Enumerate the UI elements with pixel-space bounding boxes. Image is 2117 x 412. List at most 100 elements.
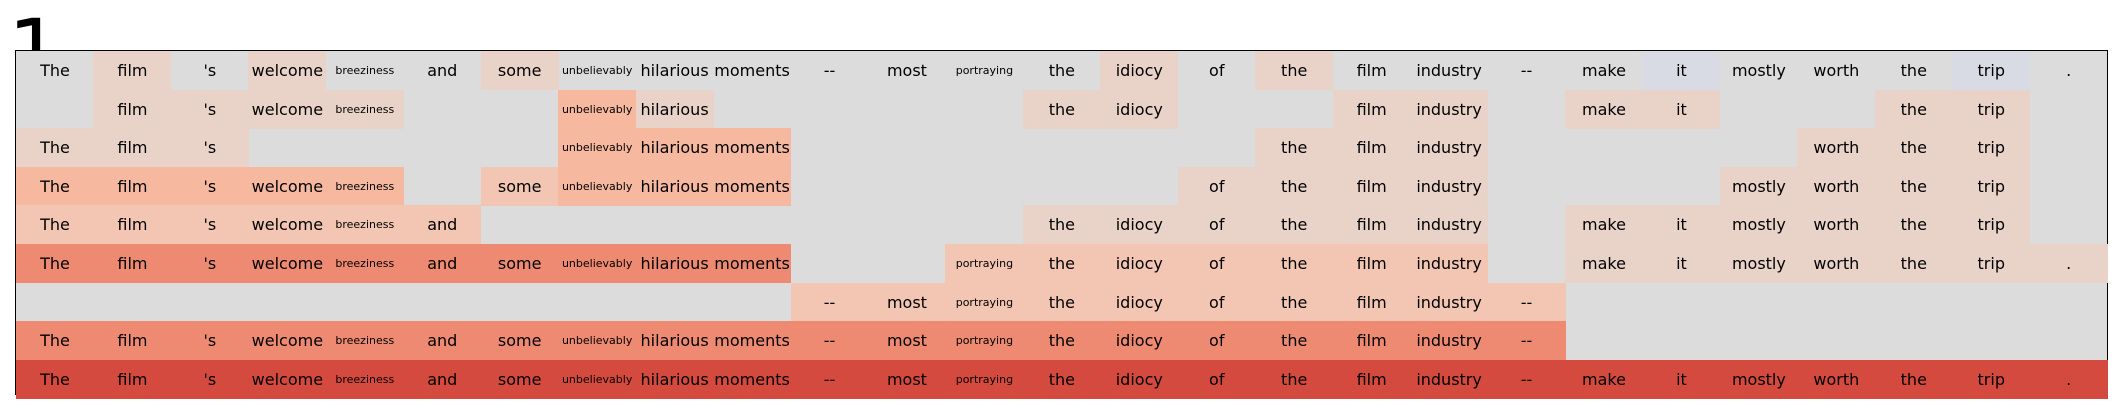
token-cell: breeziness [325,321,404,361]
token-text: hilarious [640,176,709,196]
token-cell: trip [1952,205,2031,245]
token-text: film [117,331,148,351]
token-text: of [1209,331,1225,351]
token-cell: The [16,128,94,168]
token-cell: unbelievably [558,51,636,90]
token-cell: the [1875,51,1953,90]
token-cell: the [1022,321,1101,361]
token-cell: welcome [248,321,327,361]
token-text: hilarious [640,61,709,80]
token-text: the [1281,176,1308,196]
token-cell: some [480,321,559,361]
token-text: some [497,369,542,389]
token-cell: welcome [248,359,327,399]
token-text: film [1356,176,1387,196]
token-text: 's [203,99,217,119]
token-cell: breeziness [325,359,404,399]
token-cell: and [403,51,481,90]
token-cell: the [1255,321,1334,361]
token-text: the [1281,61,1308,80]
token-cell: most [867,321,946,361]
token-cell: film [1332,321,1411,361]
token-cell: trip [1952,51,2031,90]
token-cell: portraying [945,321,1024,361]
token-text: breeziness [335,102,395,116]
token-text: hilarious [640,99,709,119]
token-text: industry [1416,254,1482,273]
token-cell: unbelievably [558,89,637,129]
token-text: film [1356,369,1387,389]
token-cell: it [1642,51,1721,90]
token-text: welcome [251,61,324,80]
token-text: 's [203,254,217,273]
token-cell: unbelievably [558,128,637,168]
token-cell: . [2030,51,2108,90]
token-text: of [1209,292,1225,312]
token-text: film [1356,331,1387,351]
token-text: the [1900,176,1927,196]
token-cell: the [1874,166,1953,206]
token-text: welcome [251,369,324,389]
token-text: film [1356,215,1387,235]
token-cell: film [93,51,172,90]
token-cell: it [1642,89,1721,129]
token-cell: of [1177,244,1256,283]
token-text: hilarious [640,138,709,158]
token-text: mostly [1731,61,1786,80]
token-cell: the [1255,359,1334,399]
token-cell: the [1255,166,1334,206]
token-text: film [117,138,148,158]
token-cell: the [1022,282,1101,322]
token-text: it [1676,61,1687,80]
token-text: mostly [1731,176,1786,196]
token-cell: -- [790,282,869,322]
token-cell: The [16,205,94,245]
token-cell: welcome [248,89,327,129]
token-text: -- [823,369,836,389]
token-cell: industry [1410,321,1489,361]
token-cell: welcome [248,51,327,90]
token-cell: it [1642,205,1721,245]
token-cell: hilarious [635,128,714,168]
token-text: make [1582,61,1626,80]
token-text: The [40,61,70,80]
token-text: hilarious [640,369,709,389]
token-text: trip [1977,99,2005,119]
token-cell: portraying [945,282,1024,322]
token-cell: . [2029,359,2108,399]
token-cell: film [1332,359,1411,399]
token-text: idiocy [1115,99,1163,119]
token-cell: some [480,51,559,90]
token-text: breeziness [335,334,395,348]
token-text: film [117,176,148,196]
token-text: -- [823,61,836,80]
token-text: trip [1977,369,2005,389]
token-cell: of [1178,51,1256,90]
token-cell: the [1874,359,1953,399]
token-cell: -- [790,321,869,361]
token-text: worth [1813,215,1860,235]
token-text: the [1048,331,1075,351]
token-text: breeziness [335,218,395,232]
token-text: trip [1977,254,2005,273]
token-text: welcome [251,99,324,119]
token-text: the [1048,254,1075,273]
token-text: some [497,331,542,351]
token-cell: mostly [1720,51,1798,90]
token-cell: trip [1952,244,2031,283]
token-text: the [1048,215,1075,235]
token-text: it [1676,369,1687,389]
token-cell: of [1177,321,1256,361]
token-cell: hilarious [635,244,714,283]
token-text: worth [1813,176,1860,196]
token-cell: some [480,244,559,283]
token-cell: 's [170,244,249,283]
token-cell: the [1255,244,1334,283]
token-text: worth [1813,61,1860,80]
token-cell: The [16,51,94,90]
token-cell: hilarious [635,359,714,399]
token-text: idiocy [1115,369,1163,389]
token-cell: make [1565,244,1643,283]
token-text: and [427,331,458,351]
token-cell: worth [1797,166,1876,206]
